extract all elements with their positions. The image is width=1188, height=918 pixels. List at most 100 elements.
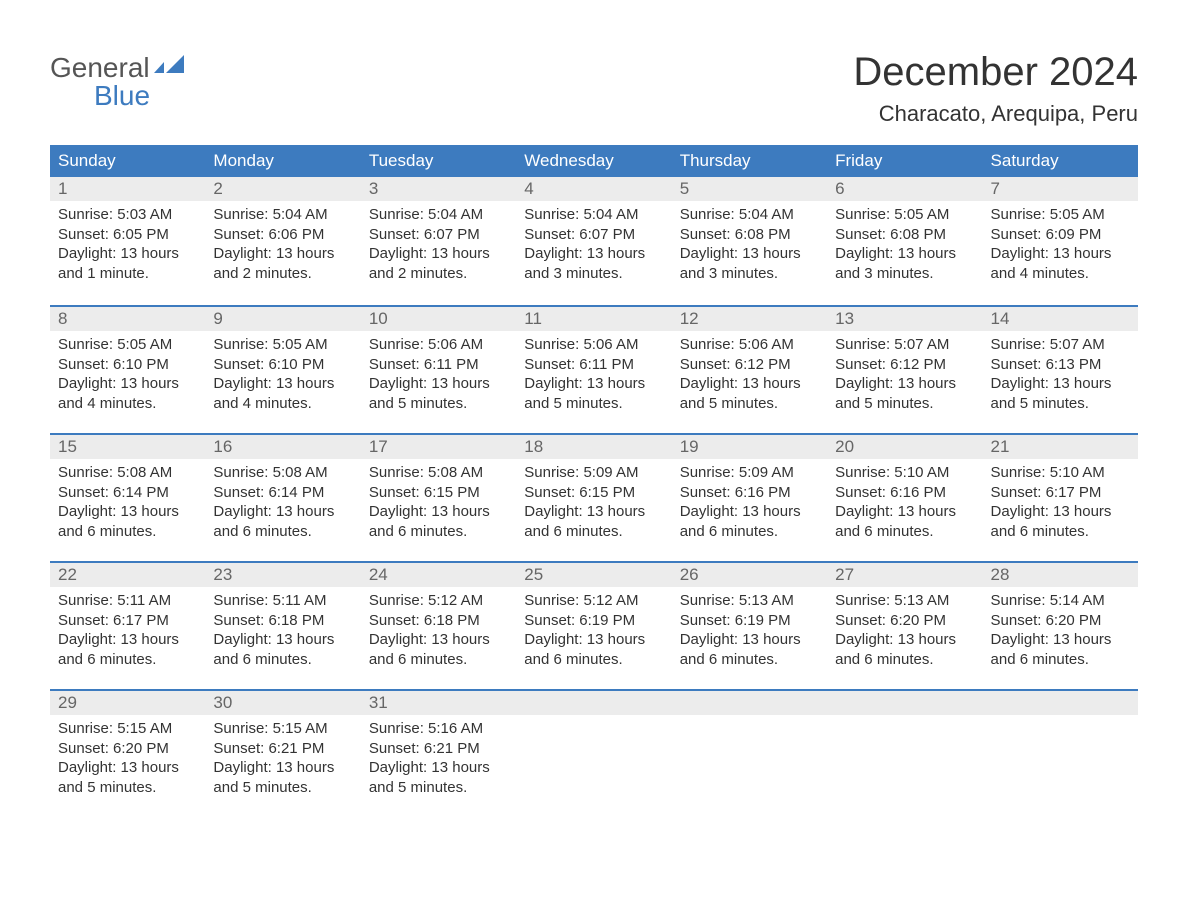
day-cell: 19Sunrise: 5:09 AMSunset: 6:16 PMDayligh… [672, 435, 827, 561]
day-cell: 18Sunrise: 5:09 AMSunset: 6:15 PMDayligh… [516, 435, 671, 561]
weekday-header: Thursday [672, 145, 827, 177]
day-line-d2: and 6 minutes. [835, 650, 974, 670]
day-line-d2: and 2 minutes. [213, 264, 352, 284]
day-number: 1 [50, 177, 205, 201]
day-number: 13 [827, 307, 982, 331]
day-line-ss: Sunset: 6:15 PM [524, 483, 663, 503]
logo-flag-icon [154, 50, 184, 78]
day-cell [983, 691, 1138, 817]
day-body: Sunrise: 5:12 AMSunset: 6:19 PMDaylight:… [516, 587, 671, 679]
day-line-ss: Sunset: 6:19 PM [680, 611, 819, 631]
day-line-ss: Sunset: 6:14 PM [58, 483, 197, 503]
day-line-ss: Sunset: 6:10 PM [213, 355, 352, 375]
day-line-d2: and 6 minutes. [369, 522, 508, 542]
day-number: 10 [361, 307, 516, 331]
day-line-d1: Daylight: 13 hours [369, 630, 508, 650]
day-line-d2: and 6 minutes. [213, 650, 352, 670]
day-line-ss: Sunset: 6:06 PM [213, 225, 352, 245]
day-line-d2: and 5 minutes. [58, 778, 197, 798]
day-line-d2: and 5 minutes. [680, 394, 819, 414]
day-line-d2: and 5 minutes. [369, 778, 508, 798]
day-line-d1: Daylight: 13 hours [680, 244, 819, 264]
day-body: Sunrise: 5:16 AMSunset: 6:21 PMDaylight:… [361, 715, 516, 807]
logo-top: General [50, 50, 184, 82]
day-line-d1: Daylight: 13 hours [991, 244, 1130, 264]
day-number: 22 [50, 563, 205, 587]
day-line-ss: Sunset: 6:10 PM [58, 355, 197, 375]
day-body: Sunrise: 5:11 AMSunset: 6:18 PMDaylight:… [205, 587, 360, 679]
day-line-d2: and 5 minutes. [213, 778, 352, 798]
day-line-ss: Sunset: 6:15 PM [369, 483, 508, 503]
day-line-sr: Sunrise: 5:08 AM [213, 463, 352, 483]
weekday-header: Saturday [983, 145, 1138, 177]
day-body: Sunrise: 5:14 AMSunset: 6:20 PMDaylight:… [983, 587, 1138, 679]
day-body: Sunrise: 5:15 AMSunset: 6:20 PMDaylight:… [50, 715, 205, 807]
day-line-sr: Sunrise: 5:09 AM [524, 463, 663, 483]
day-line-ss: Sunset: 6:12 PM [835, 355, 974, 375]
week-row: 15Sunrise: 5:08 AMSunset: 6:14 PMDayligh… [50, 433, 1138, 561]
day-line-sr: Sunrise: 5:11 AM [213, 591, 352, 611]
day-line-d2: and 2 minutes. [369, 264, 508, 284]
day-body: Sunrise: 5:10 AMSunset: 6:17 PMDaylight:… [983, 459, 1138, 551]
day-line-d2: and 5 minutes. [369, 394, 508, 414]
day-line-d1: Daylight: 13 hours [524, 630, 663, 650]
day-body: Sunrise: 5:09 AMSunset: 6:15 PMDaylight:… [516, 459, 671, 551]
day-line-sr: Sunrise: 5:08 AM [58, 463, 197, 483]
weekday-header-row: Sunday Monday Tuesday Wednesday Thursday… [50, 145, 1138, 177]
day-cell: 12Sunrise: 5:06 AMSunset: 6:12 PMDayligh… [672, 307, 827, 433]
day-number: 20 [827, 435, 982, 459]
day-cell: 21Sunrise: 5:10 AMSunset: 6:17 PMDayligh… [983, 435, 1138, 561]
day-line-d1: Daylight: 13 hours [369, 758, 508, 778]
day-line-sr: Sunrise: 5:07 AM [991, 335, 1130, 355]
day-cell: 11Sunrise: 5:06 AMSunset: 6:11 PMDayligh… [516, 307, 671, 433]
day-line-d1: Daylight: 13 hours [369, 502, 508, 522]
day-line-sr: Sunrise: 5:15 AM [58, 719, 197, 739]
day-number: 24 [361, 563, 516, 587]
day-line-ss: Sunset: 6:17 PM [991, 483, 1130, 503]
day-body: Sunrise: 5:04 AMSunset: 6:07 PMDaylight:… [516, 201, 671, 293]
day-line-sr: Sunrise: 5:13 AM [680, 591, 819, 611]
day-cell: 29Sunrise: 5:15 AMSunset: 6:20 PMDayligh… [50, 691, 205, 817]
day-line-ss: Sunset: 6:14 PM [213, 483, 352, 503]
day-line-ss: Sunset: 6:07 PM [369, 225, 508, 245]
day-line-sr: Sunrise: 5:05 AM [213, 335, 352, 355]
day-line-sr: Sunrise: 5:06 AM [524, 335, 663, 355]
day-body: Sunrise: 5:08 AMSunset: 6:14 PMDaylight:… [205, 459, 360, 551]
weekday-header: Wednesday [516, 145, 671, 177]
day-line-d1: Daylight: 13 hours [213, 244, 352, 264]
day-line-d1: Daylight: 13 hours [680, 630, 819, 650]
day-line-d2: and 6 minutes. [524, 650, 663, 670]
weekday-header: Sunday [50, 145, 205, 177]
week-row: 1Sunrise: 5:03 AMSunset: 6:05 PMDaylight… [50, 177, 1138, 305]
day-line-sr: Sunrise: 5:06 AM [369, 335, 508, 355]
day-body: Sunrise: 5:09 AMSunset: 6:16 PMDaylight:… [672, 459, 827, 551]
day-line-d1: Daylight: 13 hours [680, 502, 819, 522]
day-line-d1: Daylight: 13 hours [58, 244, 197, 264]
calendar: Sunday Monday Tuesday Wednesday Thursday… [50, 145, 1138, 817]
day-line-d2: and 6 minutes. [835, 522, 974, 542]
day-cell: 25Sunrise: 5:12 AMSunset: 6:19 PMDayligh… [516, 563, 671, 689]
day-line-d1: Daylight: 13 hours [835, 502, 974, 522]
day-cell: 6Sunrise: 5:05 AMSunset: 6:08 PMDaylight… [827, 177, 982, 305]
day-line-ss: Sunset: 6:12 PM [680, 355, 819, 375]
day-line-ss: Sunset: 6:20 PM [58, 739, 197, 759]
day-line-ss: Sunset: 6:21 PM [369, 739, 508, 759]
day-cell: 30Sunrise: 5:15 AMSunset: 6:21 PMDayligh… [205, 691, 360, 817]
day-line-d1: Daylight: 13 hours [213, 502, 352, 522]
day-line-sr: Sunrise: 5:04 AM [524, 205, 663, 225]
day-line-ss: Sunset: 6:11 PM [524, 355, 663, 375]
day-line-d2: and 6 minutes. [991, 650, 1130, 670]
day-line-d2: and 6 minutes. [991, 522, 1130, 542]
day-line-d1: Daylight: 13 hours [835, 244, 974, 264]
day-number: 3 [361, 177, 516, 201]
day-line-sr: Sunrise: 5:04 AM [680, 205, 819, 225]
header: General Blue December 2024 Characato, Ar… [50, 50, 1138, 127]
day-line-d2: and 6 minutes. [213, 522, 352, 542]
day-body: Sunrise: 5:03 AMSunset: 6:05 PMDaylight:… [50, 201, 205, 293]
day-number: 16 [205, 435, 360, 459]
day-cell: 3Sunrise: 5:04 AMSunset: 6:07 PMDaylight… [361, 177, 516, 305]
logo-text-top: General [50, 54, 150, 82]
day-line-d2: and 4 minutes. [58, 394, 197, 414]
day-line-sr: Sunrise: 5:14 AM [991, 591, 1130, 611]
day-number [516, 691, 671, 715]
